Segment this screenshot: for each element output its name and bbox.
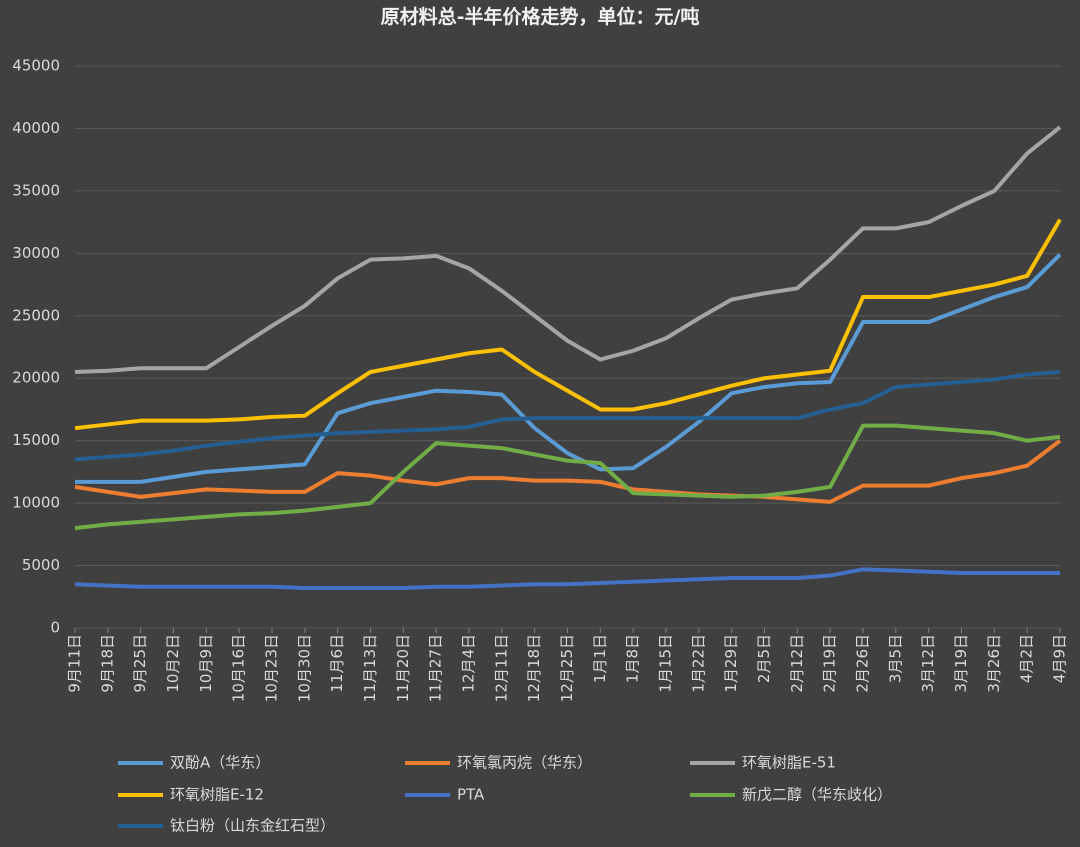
x-tick-label: 12月4日	[460, 634, 478, 693]
x-tick-label: 4月9日	[1051, 634, 1069, 683]
x-tick-label: 3月12日	[919, 634, 937, 693]
x-tick-label: 12月11日	[492, 634, 510, 702]
y-tick-label: 40000	[12, 119, 60, 137]
x-tick-label: 3月26日	[985, 634, 1003, 693]
legend-label: 新戊二醇（华东歧化）	[742, 786, 892, 804]
y-tick-label: 15000	[12, 431, 60, 449]
y-tick-label: 35000	[12, 181, 60, 199]
series-line	[74, 439, 1062, 504]
x-tick-label: 12月18日	[525, 634, 543, 702]
x-tick-label: 11月27日	[427, 634, 445, 702]
x-tick-label: 2月26日	[854, 634, 872, 693]
y-tick-label: 25000	[12, 306, 60, 324]
series-line	[74, 567, 1060, 591]
x-tick-label: 11月6日	[328, 634, 346, 693]
x-tick-label: 10月23日	[263, 634, 281, 702]
x-tick-label: 1月1日	[591, 634, 609, 683]
legend-label: 环氧树脂E-12	[170, 786, 264, 804]
series-line	[74, 125, 1062, 374]
legend-label: PTA	[457, 786, 485, 804]
x-tick-label: 1月8日	[624, 634, 642, 683]
chart-title: 原材料总-半年价格走势，单位：元/吨	[381, 5, 700, 28]
x-tick-label: 3月19日	[952, 634, 970, 693]
x-tick-label: 10月16日	[230, 634, 248, 702]
x-tick-label: 1月29日	[722, 634, 740, 693]
x-tick-label: 3月5日	[886, 634, 904, 683]
y-tick-label: 5000	[22, 556, 60, 574]
series-line	[74, 218, 1062, 431]
y-tick-label: 30000	[12, 244, 60, 262]
x-tick-label: 1月22日	[689, 634, 707, 693]
y-tick-label: 45000	[12, 57, 60, 75]
series-line	[74, 369, 1061, 462]
legend-label: 双酚A（华东）	[170, 754, 270, 772]
x-tick-label: 1月15日	[657, 634, 675, 693]
series-line	[75, 253, 1062, 484]
x-tick-label: 2月19日	[821, 634, 839, 693]
x-tick-label: 4月2日	[1018, 634, 1036, 683]
x-tick-label: 11月20日	[394, 634, 412, 702]
x-tick-label: 9月18日	[98, 634, 116, 693]
legend-label: 环氧氯丙烷（华东）	[457, 754, 592, 772]
x-tick-label: 12月25日	[558, 634, 576, 702]
x-tick-label: 9月25日	[131, 634, 149, 693]
legend-label: 钛白粉（山东金红石型）	[170, 817, 335, 835]
series-line	[74, 423, 1061, 531]
y-tick-label: 20000	[12, 369, 60, 387]
y-tick-label: 0	[50, 619, 60, 637]
x-tick-label: 11月13日	[361, 634, 379, 702]
x-tick-label: 10月2日	[164, 634, 182, 693]
x-tick-label: 2月12日	[788, 634, 806, 693]
y-tick-label: 10000	[12, 494, 60, 512]
x-tick-label: 10月30日	[295, 634, 313, 702]
x-tick-label: 2月5日	[755, 634, 773, 683]
x-tick-label: 10月9日	[197, 634, 215, 693]
legend-label: 环氧树脂E-51	[742, 754, 836, 772]
x-tick-label: 9月11日	[66, 634, 84, 693]
